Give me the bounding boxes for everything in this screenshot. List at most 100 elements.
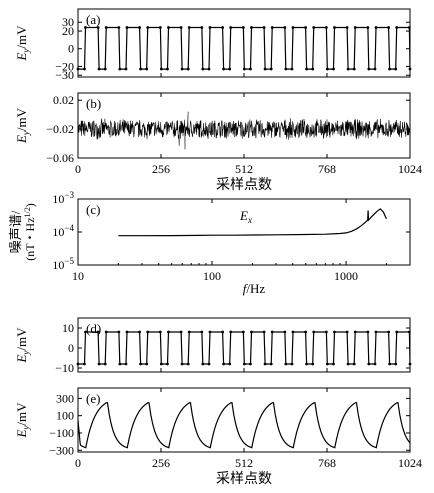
- data-point: [229, 26, 233, 29]
- data-point: [374, 330, 378, 334]
- data-point: [394, 67, 398, 71]
- data-point: [269, 67, 273, 71]
- x-tick-label: 512: [235, 456, 253, 470]
- data-point: [366, 26, 370, 29]
- data-point: [96, 26, 100, 29]
- data-point: [186, 362, 190, 366]
- data-point: [242, 67, 246, 71]
- data-point: [407, 26, 411, 29]
- data-point: [104, 26, 108, 29]
- data-point: [284, 67, 288, 71]
- data-point: [97, 67, 101, 71]
- x-tick-label: 0: [75, 456, 81, 470]
- data-point: [387, 330, 391, 334]
- data-point: [221, 330, 225, 334]
- data-point: [333, 26, 336, 29]
- x-tick-label: 100: [203, 269, 221, 283]
- data-point: [373, 362, 377, 366]
- data-point: [103, 67, 107, 71]
- data-point: [395, 330, 399, 334]
- data-point: [324, 330, 328, 334]
- data-point: [228, 67, 232, 71]
- data-point: [158, 330, 162, 334]
- x-tick-label: 10: [72, 269, 84, 283]
- x-tick-label: 0: [75, 162, 81, 176]
- y-axis-label: Ey/mV: [14, 107, 31, 144]
- panel-d: (d) 10 0 −10 Ey/mV: [14, 317, 412, 375]
- data-point: [324, 26, 328, 29]
- data-point: [353, 26, 357, 29]
- data-point: [283, 26, 287, 29]
- data-point: [291, 330, 295, 334]
- data-point: [118, 362, 122, 366]
- data-point: [76, 362, 80, 366]
- y-tick-label: 0: [68, 42, 74, 56]
- data-point: [374, 26, 378, 29]
- panel-label: (b): [86, 96, 101, 111]
- data-point: [125, 26, 129, 29]
- data-point: [208, 330, 212, 334]
- data-point: [304, 26, 308, 29]
- data-point: [221, 26, 225, 29]
- y-tick-label: 100: [56, 409, 74, 423]
- data-point: [263, 362, 267, 366]
- series-line: [118, 208, 387, 237]
- data-point: [76, 67, 80, 71]
- data-point: [167, 330, 170, 334]
- data-point: [187, 26, 191, 29]
- data-point: [139, 362, 142, 366]
- data-point: [284, 362, 288, 366]
- data-point: [345, 330, 349, 334]
- data-point: [146, 330, 150, 334]
- y-axis-label-unit: (nT・Hz1/2): [23, 203, 37, 261]
- data-point: [346, 67, 350, 71]
- data-point: [250, 330, 253, 334]
- data-point: [83, 362, 86, 366]
- data-point: [179, 330, 183, 334]
- data-point: [117, 330, 121, 334]
- data-point: [367, 362, 371, 366]
- data-point: [103, 362, 107, 366]
- panel-c: (c) 10−3 10−4 10−510 100 1000 f/Hz 噪声谱/(nT・Hz1/…: [8, 190, 411, 296]
- panel-label: (d): [86, 321, 101, 336]
- y-tick-label: 300: [56, 391, 74, 405]
- data-point: [201, 67, 205, 71]
- data-point: [84, 26, 87, 29]
- x-tick-label: 1024: [398, 162, 422, 176]
- data-point: [332, 67, 335, 71]
- data-point: [270, 26, 274, 29]
- data-point: [186, 67, 190, 71]
- x-tick-label: 1024: [398, 456, 422, 470]
- data-point: [387, 26, 391, 29]
- data-point: [325, 67, 329, 71]
- data-point: [208, 26, 212, 29]
- y-tick-label: −30: [55, 68, 74, 82]
- y-tick-label: 20: [62, 24, 74, 38]
- data-point: [104, 330, 108, 334]
- y-tick-label: 10−4: [52, 223, 74, 239]
- annotation: Ex: [239, 208, 252, 225]
- data-point: [408, 362, 412, 366]
- data-point: [291, 26, 295, 29]
- data-point: [283, 330, 287, 334]
- data-point: [145, 67, 149, 71]
- data-point: [145, 362, 149, 366]
- y-tick-label: −300: [49, 443, 74, 457]
- data-point: [312, 330, 316, 334]
- data-point: [200, 330, 204, 334]
- data-point: [241, 330, 245, 334]
- data-point: [395, 26, 399, 29]
- x-tick-label: 256: [152, 456, 170, 470]
- data-point: [304, 330, 308, 334]
- data-point: [201, 362, 205, 366]
- data-point: [352, 362, 356, 366]
- data-point: [290, 67, 294, 71]
- data-point: [249, 362, 252, 366]
- data-point: [367, 67, 371, 71]
- data-point: [305, 67, 308, 71]
- data-point: [353, 330, 357, 334]
- data-point: [242, 362, 246, 366]
- data-point: [311, 67, 315, 71]
- data-point: [187, 330, 191, 334]
- panel-label: (a): [86, 12, 100, 27]
